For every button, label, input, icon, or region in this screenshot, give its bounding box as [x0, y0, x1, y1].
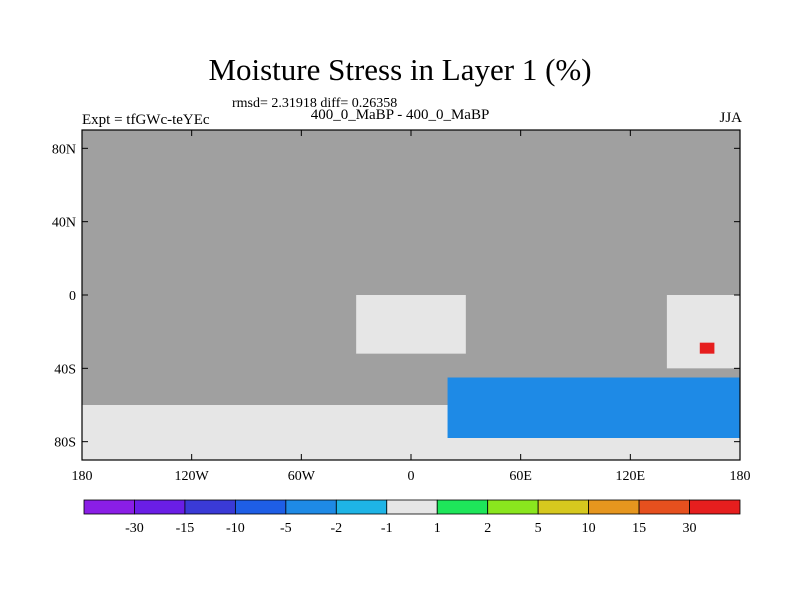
- y-tick-label: 40N: [52, 216, 76, 231]
- colorbar-label: -5: [280, 521, 292, 536]
- colorbar-swatch: [487, 499, 539, 515]
- colorbar-label: -1: [381, 521, 393, 536]
- colorbar-swatch: [436, 499, 489, 515]
- colorbar-swatch: [285, 499, 337, 515]
- x-tick-label: 60W: [288, 469, 316, 484]
- region-africa-north: [356, 295, 466, 354]
- colorbar-swatch: [134, 499, 186, 515]
- y-tick-label: 0: [69, 289, 76, 304]
- colorbar-label: 2: [484, 521, 491, 536]
- colorbar-label: -30: [125, 521, 144, 536]
- colorbar-swatch: [386, 499, 438, 515]
- colorbar-swatch: [689, 499, 741, 515]
- colorbar-swatch: [234, 499, 287, 515]
- colorbar-swatch: [537, 499, 590, 515]
- x-tick-label: 0: [408, 469, 415, 484]
- colorbar-swatch: [335, 499, 388, 515]
- chart-title: Moisture Stress in Layer 1 (%): [208, 52, 592, 87]
- x-tick-label: 60E: [509, 469, 532, 484]
- x-tick-label: 180: [72, 469, 93, 484]
- colorbar-label: 1: [434, 521, 441, 536]
- colorbar-label: 15: [632, 521, 646, 536]
- region-australia-east: [666, 295, 740, 369]
- colorbar-swatch: [184, 499, 236, 515]
- colorbar-swatch: [588, 499, 640, 515]
- colorbar-swatch: [83, 499, 135, 515]
- x-tick-label: 120E: [616, 469, 646, 484]
- colorbar-label: 30: [683, 521, 697, 536]
- y-tick-label: 40S: [54, 362, 76, 377]
- x-tick-label: 120W: [175, 469, 210, 484]
- rmsd-diff-stats: rmsd= 2.31918 diff= 0.26358: [232, 96, 398, 111]
- field-layer: [82, 130, 740, 460]
- axis-layer: 180 120W 60W 0 60E 120E 180 80N 40N 0 40S 80S: [52, 130, 751, 484]
- colorbar-label: -15: [176, 521, 195, 536]
- experiment-label: Expt = tfGWc-teYEc: [82, 112, 210, 128]
- region-hotspot-red: [699, 342, 715, 354]
- season-label: JJA: [719, 110, 742, 126]
- colorbar-swatch: [638, 499, 690, 515]
- colorbar-label: -2: [330, 521, 342, 536]
- colorbar-label: 5: [535, 521, 542, 536]
- x-tick-label: 180: [730, 469, 751, 484]
- y-tick-label: 80N: [52, 142, 76, 157]
- colorbar-label: -10: [226, 521, 245, 536]
- colorbar-label: 10: [582, 521, 596, 536]
- region-southern-ocean-blue: [447, 377, 740, 438]
- colorbar: -30 -15 -10 -5 -2 -1 1 2 5 10 15 30: [83, 499, 741, 536]
- y-tick-label: 80S: [54, 436, 76, 451]
- case-label: 400_0_MaBP - 400_0_MaBP: [310, 107, 490, 123]
